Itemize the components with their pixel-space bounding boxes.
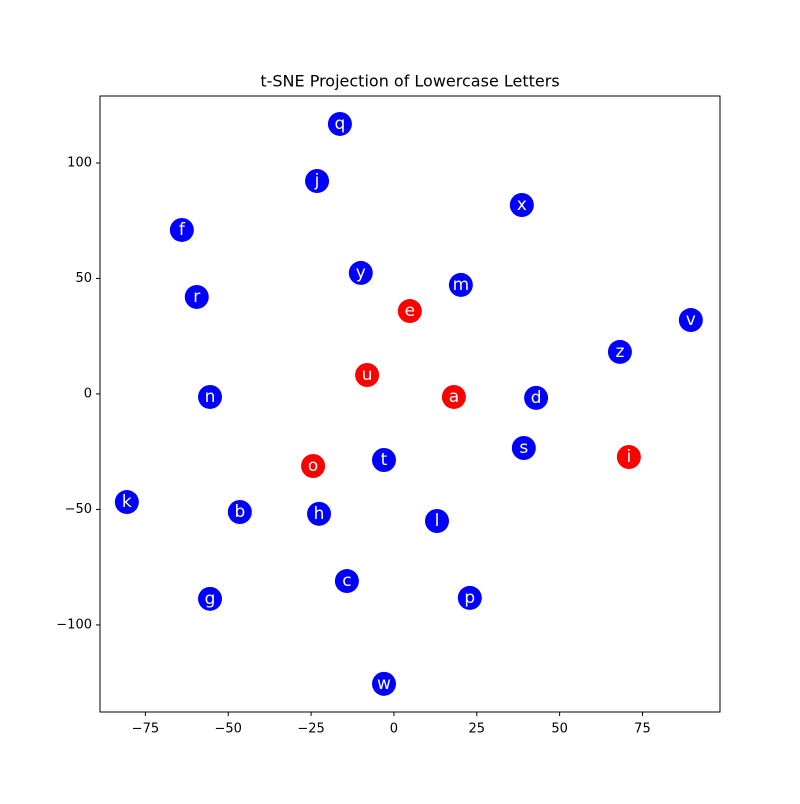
- point-label: n: [205, 387, 216, 407]
- point-label: x: [517, 195, 527, 215]
- x-tick-label: 50: [551, 722, 568, 737]
- point: [169, 217, 194, 242]
- y-tick-label: −100: [56, 617, 92, 632]
- point: [524, 385, 549, 410]
- y-tick-label: 50: [75, 271, 92, 286]
- point: [348, 260, 373, 285]
- point-label: v: [686, 310, 696, 330]
- point-label: l: [435, 511, 440, 531]
- point-label: c: [342, 571, 351, 591]
- point-label: u: [362, 365, 373, 385]
- point-label: e: [405, 301, 415, 321]
- point-label: i: [627, 447, 632, 467]
- chart-title: t-SNE Projection of Lowercase Letters: [260, 72, 559, 91]
- point-label: s: [519, 438, 528, 458]
- point: [184, 284, 209, 309]
- point: [198, 384, 223, 409]
- point-label: p: [464, 588, 475, 608]
- y-tick-label: 0: [84, 386, 92, 401]
- point-label: d: [531, 388, 542, 408]
- point-label: f: [179, 220, 186, 240]
- point: [114, 490, 139, 515]
- y-tick-label: −50: [65, 502, 92, 517]
- point: [198, 586, 223, 611]
- point: [441, 384, 466, 409]
- point: [327, 111, 352, 136]
- x-tick-label: −25: [297, 722, 324, 737]
- point: [301, 454, 326, 479]
- point: [305, 168, 330, 193]
- point-label: k: [122, 492, 132, 512]
- point: [425, 508, 450, 533]
- point: [334, 569, 359, 594]
- point-label: j: [314, 171, 320, 191]
- y-tick-label: 100: [67, 155, 92, 170]
- point-label: a: [449, 387, 459, 407]
- point-label: y: [356, 263, 366, 283]
- x-tick-label: −75: [132, 722, 159, 737]
- point-label: t: [381, 450, 388, 470]
- point: [307, 501, 332, 526]
- x-tick-label: 25: [468, 722, 485, 737]
- point-label: m: [453, 275, 470, 295]
- point: [355, 363, 380, 388]
- point-label: r: [193, 287, 200, 307]
- point-label: b: [234, 502, 245, 522]
- point: [448, 272, 473, 297]
- point: [616, 445, 641, 470]
- point: [457, 585, 482, 610]
- point: [371, 448, 396, 473]
- point-label: g: [205, 589, 216, 609]
- point-label: h: [314, 504, 325, 524]
- point: [678, 308, 703, 333]
- point: [371, 671, 396, 696]
- point-label: z: [615, 342, 624, 362]
- x-tick-label: −50: [215, 722, 242, 737]
- x-tick-label: 75: [634, 722, 651, 737]
- plot-frame: [99, 95, 721, 713]
- point-label: w: [377, 674, 391, 694]
- x-tick-label: 0: [390, 722, 398, 737]
- point-label: o: [308, 456, 318, 476]
- point: [509, 193, 534, 218]
- point: [607, 339, 632, 364]
- point-label: q: [335, 114, 346, 134]
- point: [227, 499, 252, 524]
- point: [397, 299, 422, 324]
- point: [511, 436, 536, 460]
